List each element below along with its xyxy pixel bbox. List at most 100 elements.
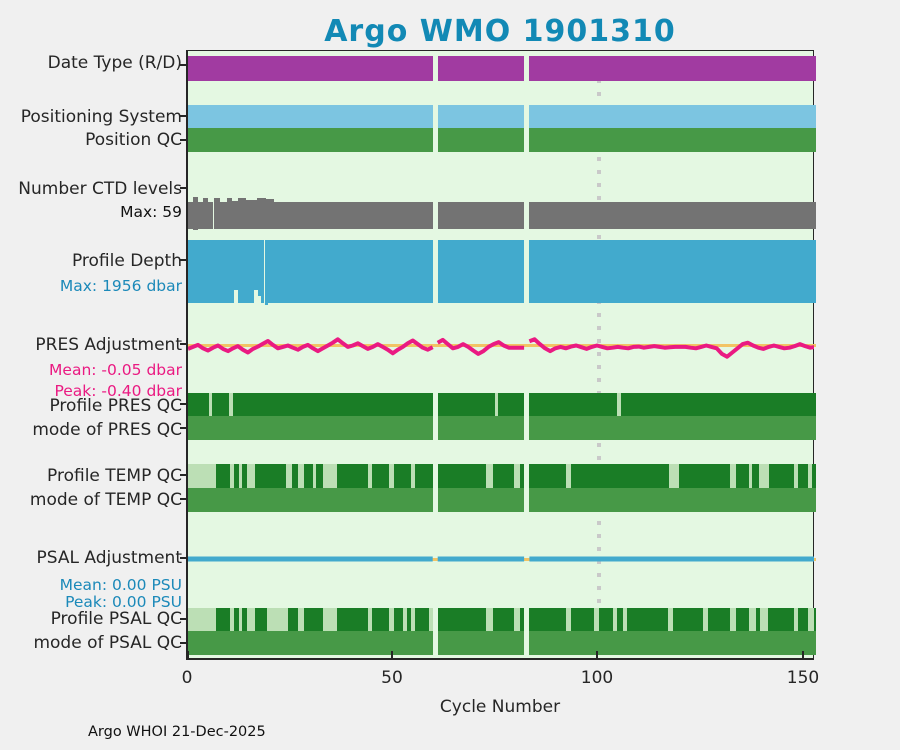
annotation-psal-peak: Peak: 0.00 PSU [65,593,182,611]
y-tick [180,474,186,476]
row-label-psal-adjustment: PSAL Adjustment [36,548,182,568]
profile_pres_qc-light-segment [494,392,499,416]
x-tick [596,651,598,658]
profile_psal_qc-light-segment [594,608,599,631]
profile_depth-bar-segment [264,240,268,305]
profile_temp_qc-light-segment [411,464,416,488]
page-title: Argo WMO 1901310 [324,14,676,49]
profile_psal_qc-light-segment [668,608,674,631]
pres_adjustment-line-plot [188,337,814,359]
mode_pres_qc-bar-segment [188,416,433,440]
y-tick [180,642,186,644]
profile_depth-bar-segment [437,240,525,304]
ctd_levels-bar-segment [245,199,258,230]
row-label-pos-system: Positioning System [20,107,182,127]
profile_psal_qc-light-segment [388,608,395,631]
profile_psal_qc-light-segment [403,608,407,631]
x-tick-label-50: 50 [381,668,403,688]
profile_psal_qc-light-segment [703,608,708,631]
date_type-bar-segment [529,55,816,81]
annotation-ctd-max: Max: 59 [120,203,182,221]
ctd_levels-bar-segment [220,201,227,230]
profile_pres_qc-bar-segment [529,392,816,416]
ctd_levels-bar-segment [213,197,221,230]
y-tick [180,259,186,261]
profile_depth-bar-segment [237,240,254,304]
profile_temp_qc-light-segment [730,464,736,488]
position_qc-bar-segment [529,128,816,152]
ctd_levels-bar-segment [207,201,214,230]
ctd_levels-bar-segment [437,201,525,230]
profile_psal_qc-light-segment [298,608,304,631]
pos_system-bar-segment [437,105,525,128]
x-tick [802,651,804,658]
profile_temp_qc-bar-segment [437,464,525,488]
profile_temp_qc-light-segment [514,464,521,488]
ctd_levels-bar-segment [231,200,239,230]
row-label-position-qc: Position QC [85,130,182,150]
profile_psal_qc-light-segment [322,608,338,631]
profile_depth-bar-segment [188,240,235,304]
y-tick [180,427,186,429]
mode_pres_qc-bar-segment [437,416,525,440]
y-tick [180,139,186,141]
y-tick [180,343,186,345]
ctd_levels-bar-segment [266,199,275,230]
x-tick-label-0: 0 [181,668,193,688]
annotation-pres-mean: Mean: -0.05 dbar [49,361,182,379]
profile_psal_qc-light-segment [759,608,768,631]
y-tick [180,618,186,620]
profile_temp_qc-light-segment [485,464,494,488]
profile_temp_qc-light-segment [285,464,293,488]
profile_depth-bar-segment [257,240,262,297]
x-tick-label-150: 150 [786,668,820,688]
annotation-pres-peak: Peak: -0.40 dbar [54,382,182,400]
ctd_levels-bar-segment [529,201,816,230]
mode_psal_qc-bar-segment [437,630,525,655]
profile_temp_qc-light-segment [230,464,235,488]
profile_temp_qc-light-segment [312,464,317,488]
profile_depth-bar-segment [267,240,433,304]
mode_temp_qc-bar-segment [188,487,433,512]
position_qc-bar-segment [437,128,525,152]
annotation-psal-mean: Mean: 0.00 PSU [59,576,182,594]
profile_psal_qc-light-segment [230,608,235,631]
profile_psal_qc-light-segment [623,608,628,631]
profile_pres_qc-bar-segment [437,392,525,416]
profile_temp_qc-light-segment [808,464,812,488]
profile_temp_qc-light-segment [748,464,753,488]
pos_system-bar-segment [188,105,433,128]
profile_depth-bar-segment [529,240,816,304]
row-label-profile-pres-qc: Profile PRES QC [49,396,182,416]
pos_system-bar-segment [529,105,816,128]
profile_psal_qc-light-segment [429,608,433,631]
profile_depth-bar-segment [234,240,238,291]
y-tick [180,64,186,66]
profile_psal_qc-light-segment [238,608,243,631]
row-label-mode-temp-qc: mode of TEMP QC [29,490,182,510]
annotation-depth-max: Max: 1956 dbar [59,277,182,295]
profile_psal_qc-light-segment [748,608,756,631]
profile_psal_qc-light-segment [514,608,521,631]
ctd_levels-bar-segment [192,197,198,230]
mode_temp_qc-bar-segment [529,487,816,512]
date_type-bar-segment [188,55,433,81]
profile_psal_qc-light-segment [411,608,416,631]
ctd_levels-bar-segment [188,201,193,230]
row-label-profile-psal-qc: Profile PSAL QC [50,609,182,629]
profile_psal_qc-light-segment [267,608,288,631]
credit-text: Argo WHOI 21-Dec-2025 [88,724,266,740]
profile_psal_qc-light-segment [808,608,815,631]
profile_psal_qc-light-segment [188,608,216,631]
profile_psal_qc-light-segment [612,608,617,631]
profile_psal_qc-light-segment [565,608,572,631]
profile_temp_qc-light-segment [669,464,679,488]
row-label-profile-depth: Profile Depth [71,251,182,271]
date_type-bar-segment [437,55,525,81]
y-tick [180,557,186,559]
profile_pres_qc-light-segment [617,392,622,416]
ctd_levels-bar-segment [197,201,203,230]
profile_depth-bar-segment [253,240,258,290]
x-axis-label: Cycle Number [439,697,561,717]
